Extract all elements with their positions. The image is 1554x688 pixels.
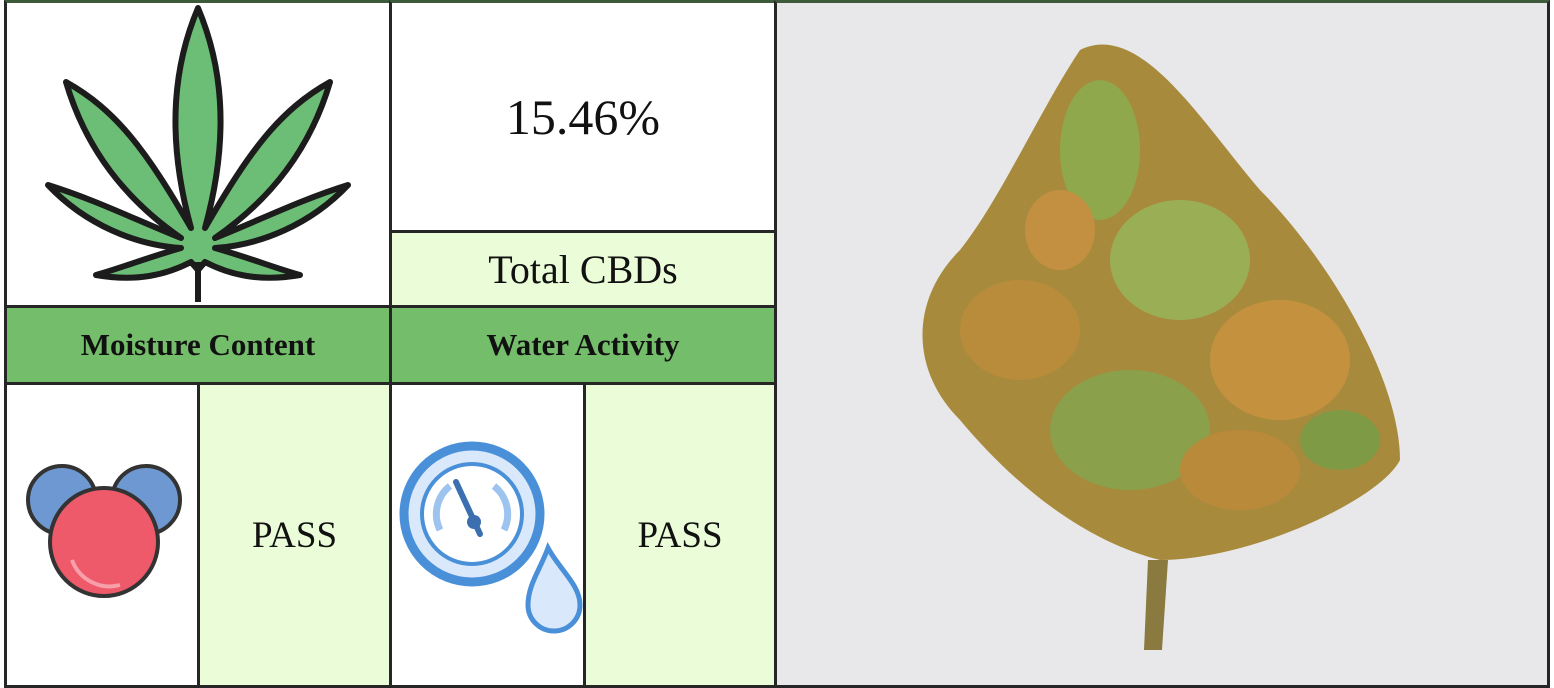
molecule-icon [28, 466, 180, 596]
photo-bud [923, 45, 1401, 650]
leaf-icon [48, 8, 348, 302]
page: 15.46% Total CBDs Moisture Content Water… [0, 0, 1554, 684]
illustrations [0, 0, 1554, 684]
gauge-icon [404, 446, 580, 631]
